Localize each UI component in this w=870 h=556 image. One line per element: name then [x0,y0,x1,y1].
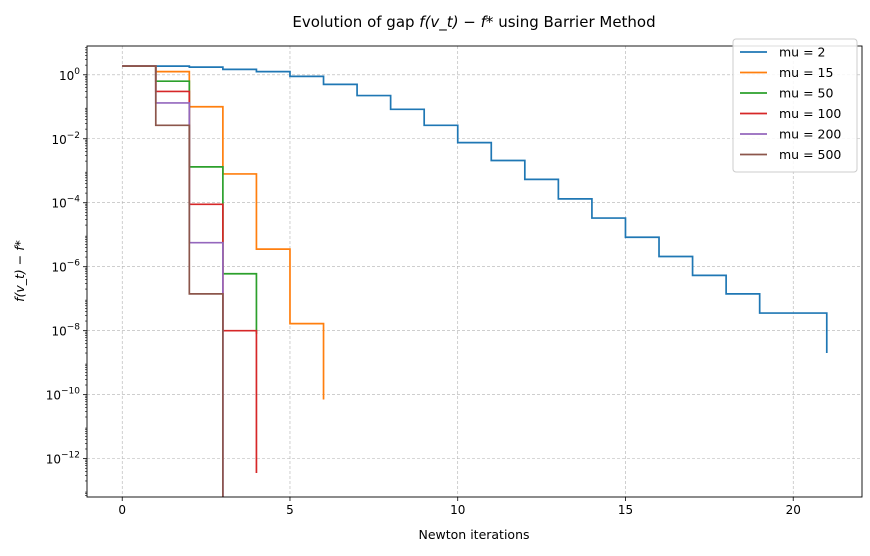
legend-label: mu = 2 [779,45,825,60]
chart-title-math: f(v_t) − f* [419,13,494,32]
legend-label: mu = 50 [779,86,833,101]
y-tick-exponent: −6 [67,259,81,269]
y-tick-base: 10 [51,133,66,147]
y-tick-base: 10 [51,261,66,275]
y-tick-base: 10 [59,69,74,83]
chart-title: Evolution of gap f(v_t) − f* using Barri… [292,13,655,32]
legend: mu = 2 mu = 15 mu = 50 mu = 100 mu = 200 mu =… [733,39,857,172]
legend-label: mu = 500 [779,147,841,162]
x-tick-label: 5 [286,503,294,517]
legend-label: mu = 200 [779,127,841,142]
legend-label: mu = 100 [779,106,841,121]
y-tick-base: 10 [46,389,61,403]
y-tick-base: 10 [51,197,66,211]
x-tick-label: 10 [450,503,465,517]
x-tick-label: 0 [118,503,126,517]
y-tick-exponent: −10 [61,387,80,397]
y-tick-base: 10 [46,453,61,467]
y-tick-exponent: −2 [67,131,80,141]
legend-label: mu = 15 [779,65,833,80]
y-tick-exponent: −12 [61,451,80,461]
x-tick-label: 20 [786,503,801,517]
y-tick-exponent: 0 [74,67,80,77]
y-tick-exponent: −8 [67,323,81,333]
x-axis-label: Newton iterations [418,527,529,542]
chart-title-prefix: Evolution of gap [292,13,419,31]
y-tick-base: 10 [51,325,66,339]
chart-title-suffix: using Barrier Method [493,13,655,31]
x-tick-label: 15 [618,503,633,517]
y-tick-exponent: −4 [67,195,81,205]
y-axis-label: f(v_t) − f* [12,240,27,302]
